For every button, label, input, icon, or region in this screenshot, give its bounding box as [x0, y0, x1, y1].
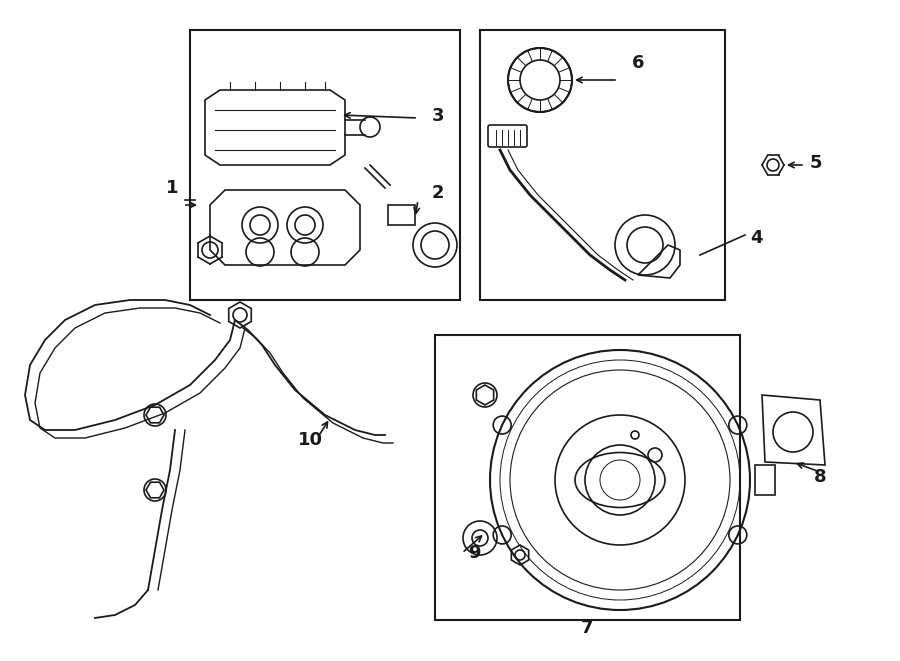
Text: 2: 2	[432, 184, 445, 202]
Text: 9: 9	[468, 544, 481, 562]
Bar	[190, 30, 460, 300]
Text: 7: 7	[580, 619, 593, 637]
Bar	[435, 335, 740, 620]
Text: 6: 6	[632, 54, 644, 72]
Text: 4: 4	[750, 229, 762, 247]
Text: 3: 3	[432, 107, 445, 125]
Bar	[480, 30, 725, 300]
Text: 1: 1	[166, 179, 178, 197]
Text: 8: 8	[814, 468, 826, 486]
Text: 5: 5	[810, 154, 823, 172]
Text: 10: 10	[298, 431, 322, 449]
